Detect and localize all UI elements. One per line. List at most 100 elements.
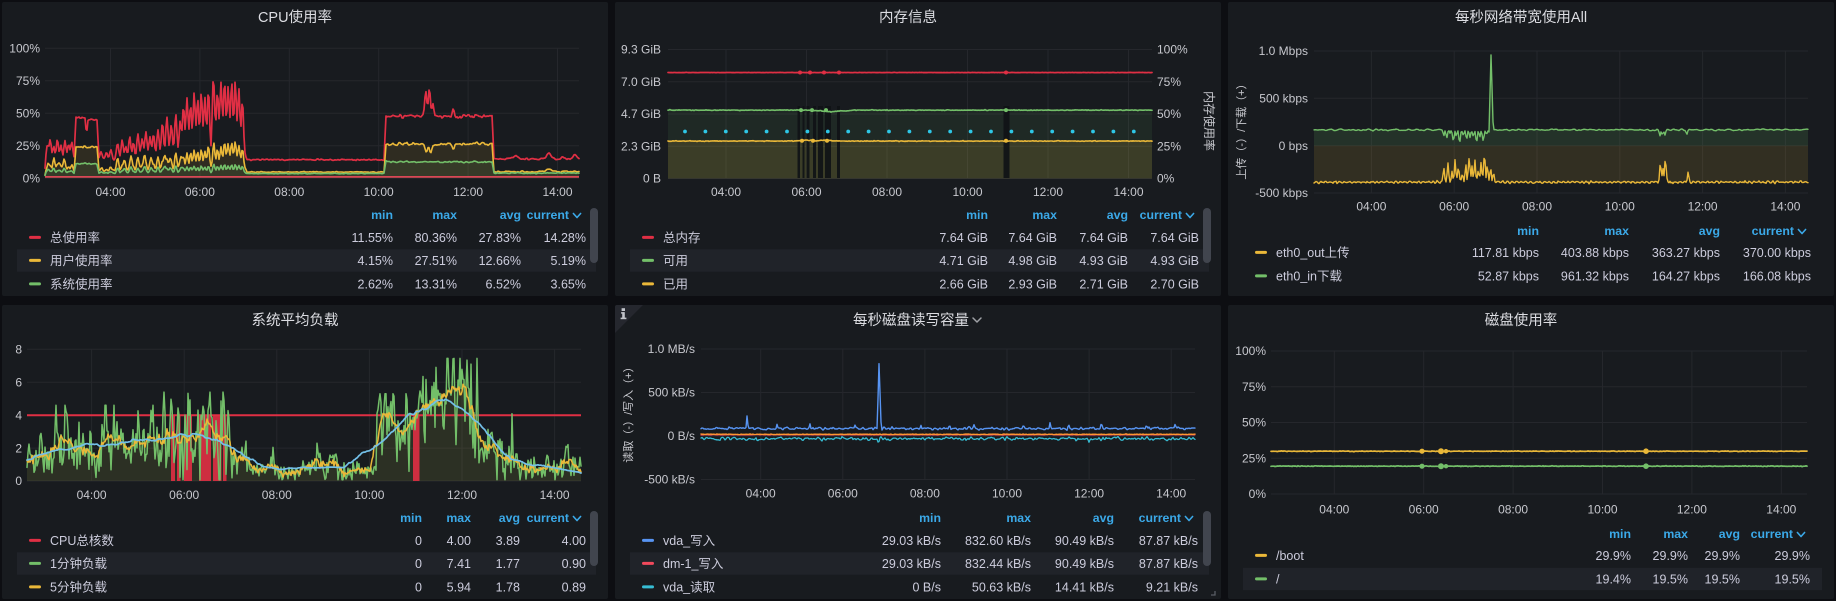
svg-text:19.5%: 19.5% [1653, 572, 1688, 586]
svg-text:25%: 25% [16, 139, 40, 153]
svg-text:08:00: 08:00 [1498, 503, 1528, 517]
svg-text:1.0 MB/s: 1.0 MB/s [648, 342, 695, 356]
svg-text:max: max [1006, 511, 1031, 525]
svg-text:100%: 100% [9, 41, 40, 55]
svg-text:29.9%: 29.9% [1653, 549, 1688, 563]
svg-text:363.27 kbps: 363.27 kbps [1652, 246, 1720, 260]
svg-text:14.28%: 14.28% [544, 231, 586, 245]
svg-text:29.9%: 29.9% [1775, 549, 1810, 563]
svg-text:vda_写入: vda_写入 [663, 534, 716, 548]
svg-text:0 B/s: 0 B/s [913, 580, 942, 594]
svg-text:CPU总核数: CPU总核数 [50, 533, 114, 548]
svg-text:avg: avg [1107, 208, 1128, 222]
svg-text:14:00: 14:00 [540, 488, 570, 502]
svg-text:0.90: 0.90 [562, 557, 586, 571]
svg-text:用户使用率: 用户使用率 [50, 253, 113, 268]
svg-text:12:00: 12:00 [447, 488, 477, 502]
svg-text:164.27 kbps: 164.27 kbps [1652, 269, 1720, 283]
svg-text:avg: avg [1719, 527, 1740, 541]
svg-text:每秒网络带宽使用All: 每秒网络带宽使用All [1455, 9, 1587, 26]
svg-text:14:00: 14:00 [1156, 487, 1186, 501]
svg-text:min: min [1609, 527, 1631, 541]
svg-text:832.44 kB/s: 832.44 kB/s [965, 557, 1031, 571]
svg-text:50%: 50% [1242, 416, 1266, 430]
svg-text:08:00: 08:00 [1522, 200, 1552, 214]
svg-text:9.21 kB/s: 9.21 kB/s [1146, 580, 1198, 594]
svg-text:avg: avg [1093, 511, 1114, 525]
svg-text:7.64 GiB: 7.64 GiB [1079, 231, 1128, 245]
svg-text:19.4%: 19.4% [1596, 572, 1631, 586]
svg-text:14.41 kB/s: 14.41 kB/s [1055, 580, 1114, 594]
svg-text:10:00: 10:00 [952, 185, 982, 199]
svg-text:10:00: 10:00 [992, 487, 1022, 501]
svg-text:100%: 100% [1157, 43, 1188, 57]
svg-text:0 B/s: 0 B/s [668, 429, 695, 443]
svg-text:eth0_out上传: eth0_out上传 [1276, 245, 1350, 260]
svg-text:0: 0 [415, 580, 422, 594]
svg-text:04:00: 04:00 [1319, 503, 1349, 517]
svg-text:min: min [371, 208, 393, 222]
svg-text:max: max [1663, 527, 1688, 541]
svg-text:1分钟负载: 1分钟负载 [50, 556, 107, 571]
svg-text:08:00: 08:00 [910, 487, 940, 501]
svg-text:27.83%: 27.83% [479, 231, 521, 245]
svg-text:max: max [1032, 208, 1057, 222]
svg-text:75%: 75% [16, 74, 40, 88]
svg-text:dm-1_写入: dm-1_写入 [663, 557, 724, 571]
svg-text:-500 kB/s: -500 kB/s [644, 473, 695, 487]
svg-text:0: 0 [415, 557, 422, 571]
svg-text:8: 8 [15, 343, 22, 357]
svg-text:0 B: 0 B [643, 172, 661, 186]
svg-text:06:00: 06:00 [169, 488, 199, 502]
svg-text:avg: avg [1699, 224, 1720, 238]
svg-text:832.60 kB/s: 832.60 kB/s [965, 534, 1031, 548]
svg-text:min: min [1517, 224, 1539, 238]
svg-text:06:00: 06:00 [185, 185, 215, 199]
svg-text:上传（-）/下载（+）: 上传（-）/下载（+） [1235, 78, 1248, 179]
svg-text:5.94: 5.94 [447, 580, 471, 594]
svg-text:80.36%: 80.36% [415, 231, 457, 245]
svg-text:90.49 kB/s: 90.49 kB/s [1055, 534, 1114, 548]
svg-text:04:00: 04:00 [1356, 200, 1386, 214]
svg-text:2.3 GiB: 2.3 GiB [621, 139, 661, 153]
svg-text:166.08 kbps: 166.08 kbps [1743, 269, 1811, 283]
svg-text:min: min [400, 511, 422, 525]
svg-text:/: / [1276, 572, 1280, 586]
svg-text:avg: avg [500, 208, 521, 222]
svg-text:7.64 GiB: 7.64 GiB [1150, 231, 1199, 245]
svg-text:12.66%: 12.66% [479, 254, 521, 268]
svg-text:08:00: 08:00 [262, 488, 292, 502]
svg-text:14:00: 14:00 [542, 185, 572, 199]
svg-text:2.93 GiB: 2.93 GiB [1008, 277, 1057, 291]
svg-text:06:00: 06:00 [828, 487, 858, 501]
svg-text:52.87 kbps: 52.87 kbps [1478, 269, 1539, 283]
svg-text:10:00: 10:00 [354, 488, 384, 502]
svg-text:已用: 已用 [663, 277, 688, 291]
svg-text:4.00: 4.00 [447, 534, 471, 548]
svg-text:0: 0 [415, 534, 422, 548]
svg-text:0%: 0% [23, 171, 41, 185]
svg-text:current: current [527, 208, 569, 222]
svg-text:04:00: 04:00 [711, 185, 741, 199]
svg-text:10:00: 10:00 [1605, 200, 1635, 214]
svg-text:50%: 50% [1157, 107, 1181, 121]
svg-text:总使用率: 总使用率 [50, 230, 100, 245]
svg-text:12:00: 12:00 [1688, 200, 1718, 214]
svg-text:2.62%: 2.62% [358, 277, 393, 291]
svg-text:6: 6 [15, 375, 22, 389]
svg-text:0 bps: 0 bps [1279, 139, 1308, 153]
svg-text:14:00: 14:00 [1766, 503, 1796, 517]
svg-text:87.87 kB/s: 87.87 kB/s [1139, 557, 1198, 571]
svg-text:current: current [1140, 208, 1182, 222]
svg-text:6.52%: 6.52% [486, 277, 521, 291]
svg-text:117.81 kbps: 117.81 kbps [1472, 246, 1539, 260]
svg-text:4: 4 [15, 408, 22, 422]
svg-text:4.00: 4.00 [562, 534, 586, 548]
svg-text:27.51%: 27.51% [415, 254, 457, 268]
svg-text:87.87 kB/s: 87.87 kB/s [1139, 534, 1198, 548]
svg-text:14:00: 14:00 [1113, 185, 1143, 199]
svg-text:13.31%: 13.31% [415, 277, 457, 291]
svg-text:7.64 GiB: 7.64 GiB [939, 231, 988, 245]
svg-text:75%: 75% [1157, 75, 1181, 89]
svg-text:04:00: 04:00 [746, 487, 776, 501]
